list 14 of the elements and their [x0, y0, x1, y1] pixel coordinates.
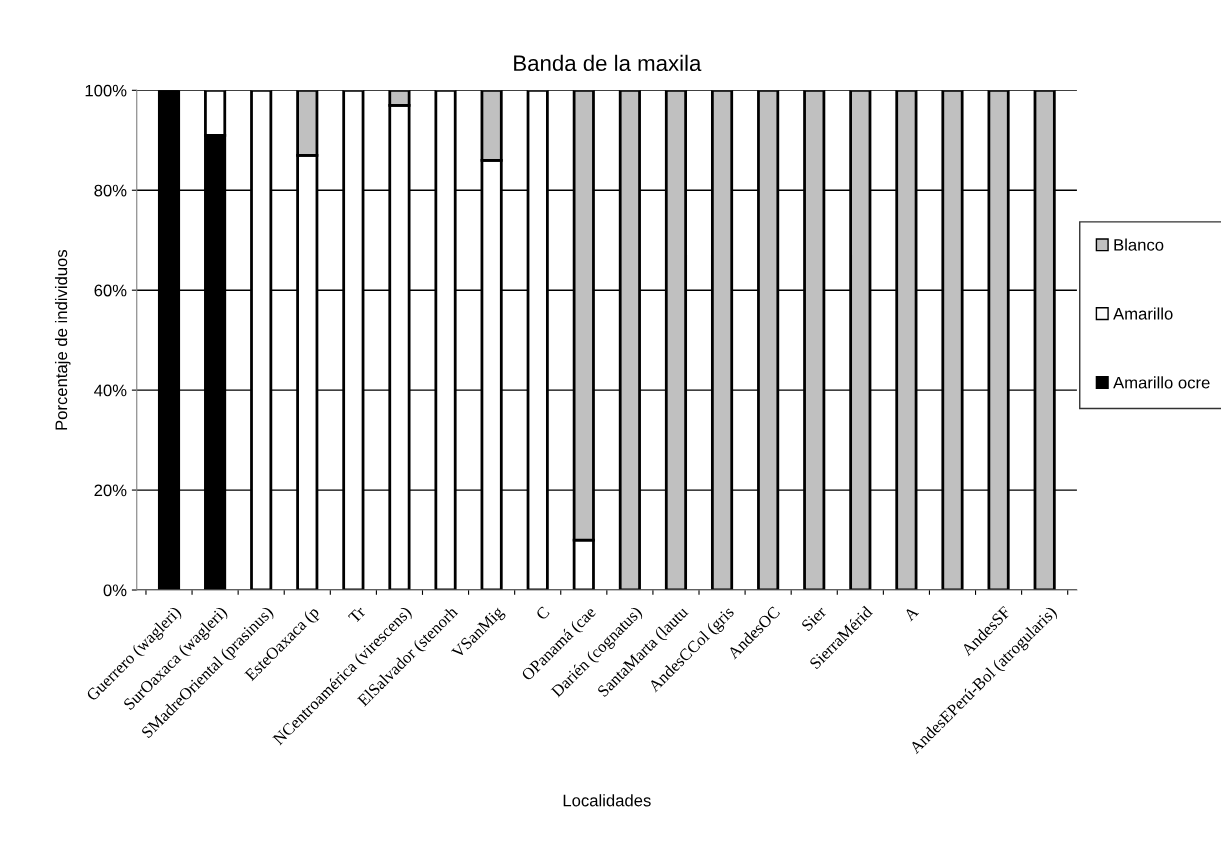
- x-tick-label: A: [903, 605, 920, 622]
- y-axis-title: Porcentaje de individuos: [54, 249, 71, 430]
- chart-title: Banda de la maxila: [514, 54, 702, 72]
- legend-label: Blanco: [1114, 238, 1164, 251]
- y-tick-label: 80%: [94, 184, 127, 197]
- x-axis-title: Localidades: [563, 794, 651, 807]
- x-tick-label: C: [535, 606, 550, 621]
- legend-label: Amarillo: [1113, 307, 1173, 320]
- y-tick-label: 20%: [94, 484, 127, 497]
- y-tick-label: 0%: [103, 584, 127, 597]
- y-tick-label: 60%: [94, 284, 127, 297]
- y-tick-label: 100%: [85, 84, 127, 97]
- legend-label: Amarillo ocre: [1113, 376, 1210, 389]
- y-tick-label: 40%: [94, 384, 127, 397]
